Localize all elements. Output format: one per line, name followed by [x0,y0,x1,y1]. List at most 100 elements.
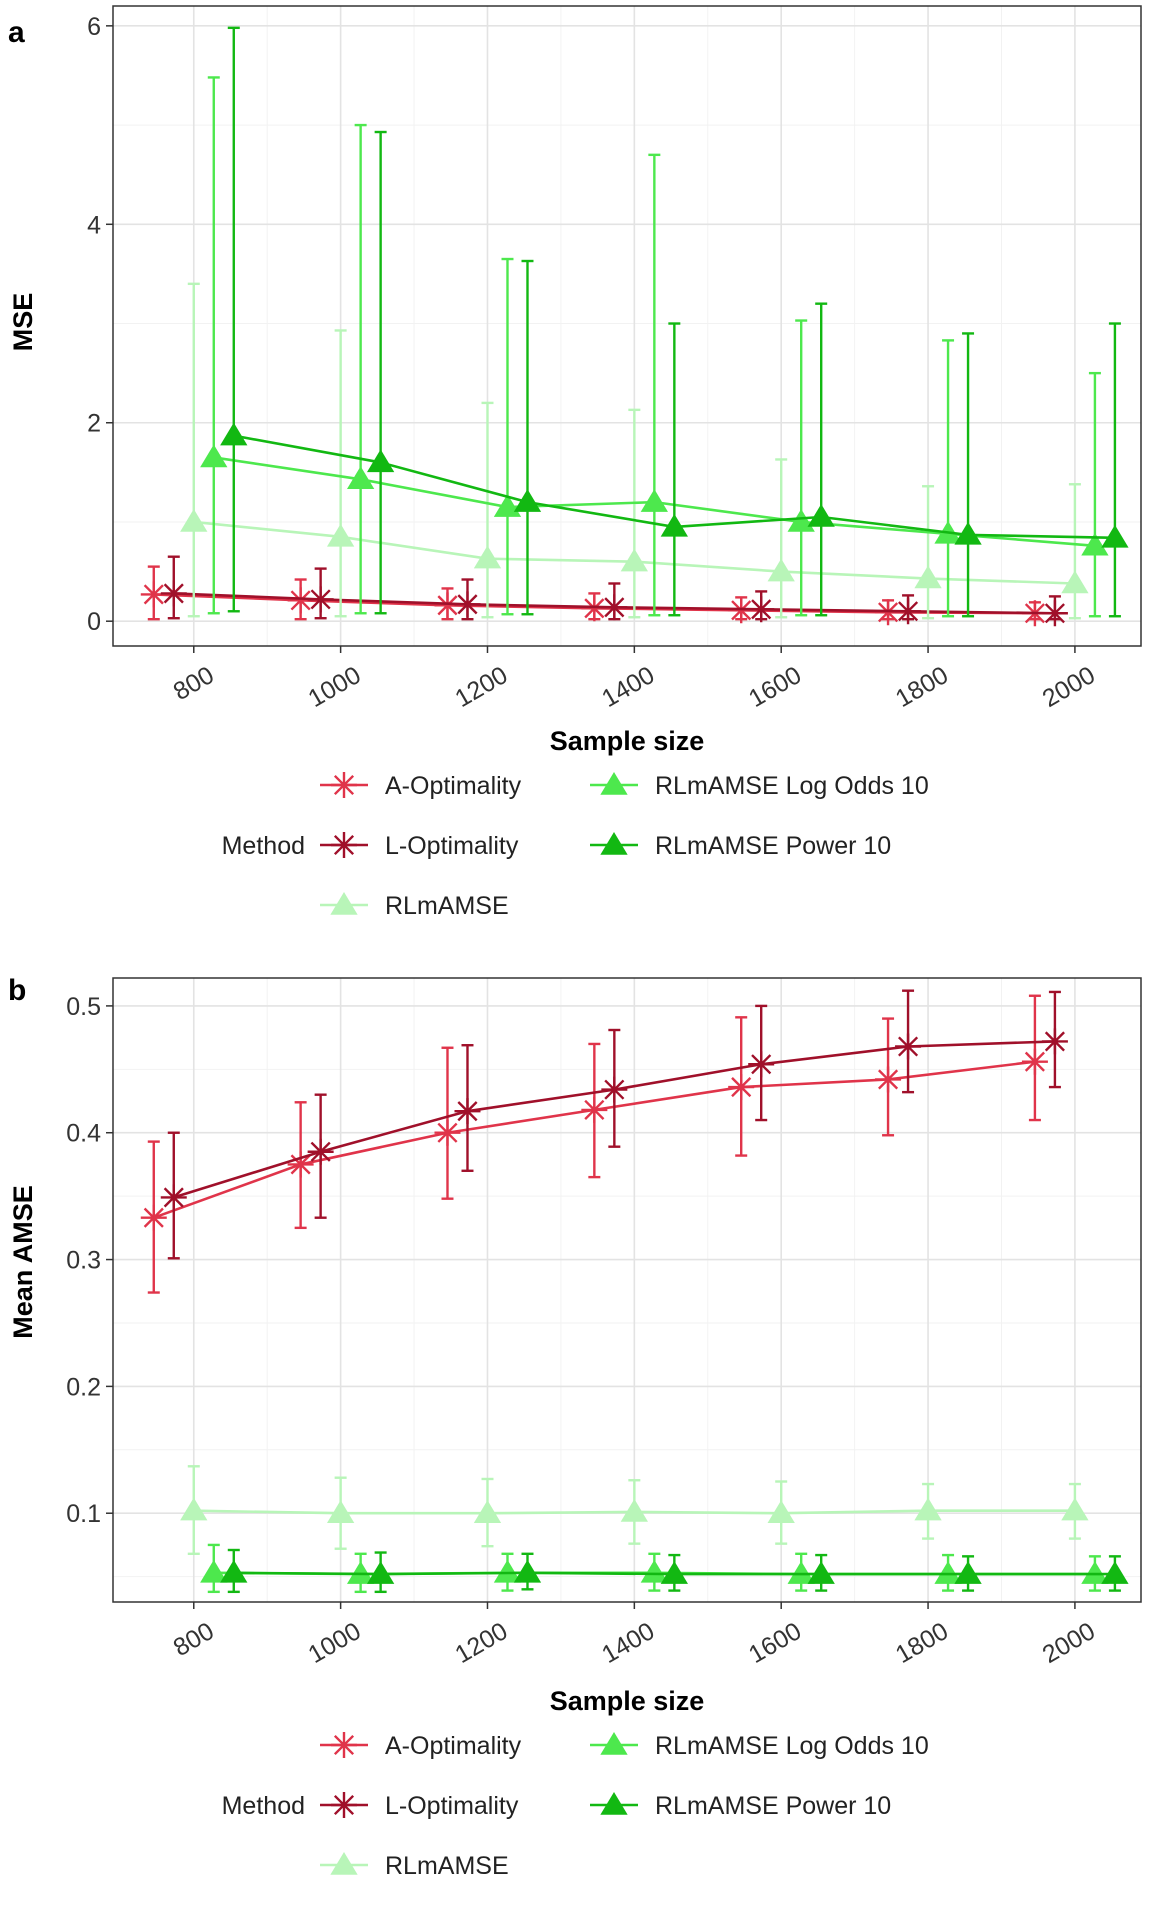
panel-b-legend-label: RLmAMSE Log Odds 10 [655,1732,929,1760]
panel-a-point-triangle [326,523,355,547]
panel-b-y-tick-label: 0.3 [66,1247,101,1275]
panel-b-y-axis-title: Mean AMSE [8,1185,38,1339]
panel-a-point-asterisk [1041,600,1068,627]
panel-a-point-triangle [807,504,835,527]
panel-a-legend-label: RLmAMSE Power 10 [655,832,891,860]
panel-a-point-triangle [473,545,502,569]
panel-a-point-asterisk [601,594,628,621]
panel-b-chart: b Mean AMSE Sample size 0.10.20.30.40.58… [8,974,1142,1880]
panel-a-point-triangle [366,449,395,473]
panel-b-point-asterisk [307,1138,334,1165]
panel-a-y-tick-label: 0 [87,608,101,636]
panel-b-point-asterisk [728,1074,755,1101]
panel-a-point-triangle [220,422,248,446]
panel-a-label: a [8,16,25,49]
panel-a-point-asterisk [748,596,775,623]
panel-a-point-triangle [346,466,375,490]
panel-a-series-4 [220,26,1129,618]
panel-b-legend-label: A-Optimality [385,1732,522,1760]
panel-b-legend-label: RLmAMSE Power 10 [655,1792,891,1820]
panel-b-point-triangle [513,1559,542,1583]
panel-b-legend: Method A-Optimality L-Optimality RLmAMSE RLm… [222,1732,929,1880]
panel-a-legend-key-asterisk [331,772,357,798]
panel-a-series-3 [200,76,1109,618]
panel-b-plot-area [113,978,1141,1602]
panel-b-series-0 [140,994,1048,1294]
panel-b-point-triangle [180,1497,208,1521]
panel-a-series-2 [180,282,1089,620]
panel-b-point-triangle [767,1500,795,1523]
panel-b-point-triangle [326,1500,355,1523]
panel-b-point-triangle [1061,1497,1089,1521]
panel-b-series-1 [160,989,1068,1260]
panel-a-point-asterisk [307,586,334,613]
panel-b-point-asterisk [160,1184,187,1211]
panel-a-legend-key-triangle [600,772,628,795]
panel-a-legend-key-triangle [600,832,628,855]
panel-a-y-tick-label: 4 [87,211,101,239]
panel-a-point-triangle [620,548,648,572]
panel-b-point-asterisk [748,1051,775,1078]
panel-b-point-asterisk [287,1151,314,1178]
panel-b-point-triangle [346,1561,375,1584]
panel-a-y-tick-label: 6 [87,13,101,41]
panel-b-point-triangle [914,1497,942,1521]
panel-a-point-asterisk [160,580,187,607]
panel-b-y-tick-label: 0.4 [66,1120,101,1148]
panel-b-legend-title: Method [222,1792,305,1820]
panel-b-legend-label: L-Optimality [385,1792,519,1820]
panel-a-point-triangle [767,558,795,582]
panel-b-point-asterisk [1021,1048,1048,1075]
panel-b-point-triangle [493,1559,522,1583]
panel-b-legend-label: RLmAMSE [385,1852,509,1880]
panel-a-legend: Method A-Optimality L-Optimality RLmAMSE RLm… [222,772,929,920]
panel-b-series-4 [220,1548,1129,1594]
panel-b-legend-key-triangle [600,1732,628,1755]
panel-b-point-asterisk [454,1098,481,1125]
panel-b-point-triangle [660,1561,688,1584]
panel-a-point-triangle [180,508,208,532]
panel-a-point-triangle [954,521,982,545]
panel-b-point-asterisk [581,1096,608,1123]
panel-a-point-triangle [1061,570,1089,594]
panel-a-point-asterisk [895,598,922,625]
panel-a-legend-label: L-Optimality [385,832,519,860]
panel-b-point-asterisk [434,1119,461,1146]
panel-b-series-2 [180,1465,1089,1556]
panel-b-y-tick-label: 0.1 [66,1500,101,1528]
panel-b-point-triangle [473,1500,502,1523]
panel-a-point-asterisk [434,592,461,619]
panel-a-legend-title: Method [222,832,305,860]
panel-a-point-triangle [640,489,668,512]
panel-b-point-triangle [200,1559,228,1583]
panel-a-point-asterisk [454,591,481,618]
panel-a-series-1 [160,555,1068,627]
panel-a-y-axis-title: MSE [8,293,38,352]
panel-b-point-triangle [220,1559,248,1583]
panel-b-point-triangle [934,1561,962,1584]
panel-b-legend-key-asterisk [331,1792,357,1818]
panel-b-point-asterisk [601,1076,628,1103]
panel-b-point-triangle [640,1559,668,1583]
panel-a-legend-key-triangle [330,892,358,915]
panel-a-x-axis-title: Sample size [550,726,705,756]
panel-a-point-triangle [200,444,228,468]
panel-a-legend-label: RLmAMSE Log Odds 10 [655,772,929,800]
panel-b-plot-border [112,977,1142,1603]
panel-b-label: b [8,974,26,1007]
panel-b-x-axis-title: Sample size [550,1686,705,1716]
panel-b-point-triangle [1101,1561,1129,1584]
panel-a-legend-label: RLmAMSE [385,892,509,920]
panel-a-legend-label: A-Optimality [385,772,522,800]
panel-b-point-triangle [1081,1561,1109,1584]
panel-b-y-tick-label: 0.5 [66,993,101,1021]
panel-b-point-asterisk [895,1033,922,1060]
panel-a-legend-key-asterisk [331,832,357,858]
panel-b-point-asterisk [875,1066,902,1093]
panel-a-point-triangle [660,513,688,537]
panel-b-point-asterisk [140,1204,167,1231]
panel-a-point-triangle [914,565,942,589]
